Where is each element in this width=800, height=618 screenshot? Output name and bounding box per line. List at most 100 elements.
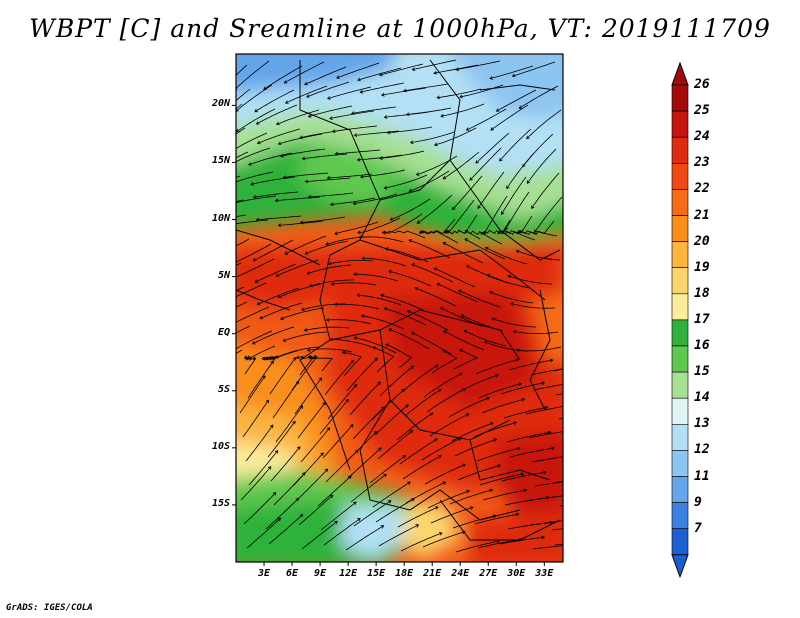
colorbar-swatch [671, 397, 689, 425]
streamline [481, 398, 525, 414]
streamline [307, 264, 352, 275]
streamline-arrowhead [414, 286, 419, 291]
streamline [396, 412, 433, 441]
streamline-arrowhead [374, 357, 378, 362]
streamline-arrowhead [429, 412, 434, 416]
streamline [297, 402, 326, 439]
streamline [487, 274, 531, 289]
streamline-arrowhead [265, 399, 269, 404]
streamline-arrowhead [464, 230, 469, 234]
streamline-arrowhead [274, 198, 279, 203]
streamline-arrowhead [389, 217, 394, 221]
streamline-arrowhead [534, 229, 538, 234]
streamline-arrowhead [433, 142, 438, 147]
streamline [285, 85, 328, 104]
streamline [382, 213, 423, 234]
streamline-arrowhead [210, 344, 213, 347]
streamline-arrowhead [304, 251, 309, 255]
streamline-arrowhead [254, 108, 258, 113]
lon-tick-label: 3E [257, 568, 271, 579]
streamline [483, 195, 508, 235]
streamline [268, 514, 303, 545]
streamline [421, 437, 462, 461]
lon-tick-label: 9E [314, 568, 327, 579]
lat-tick-label: 10S [211, 440, 230, 452]
streamline-arrowhead [282, 175, 287, 180]
streamline-arrowhead [307, 354, 312, 359]
streamline-arrowhead [502, 230, 506, 234]
streamline [309, 279, 354, 287]
streamline [516, 346, 562, 352]
streamline-arrowhead [517, 230, 522, 235]
streamline-arrowhead [380, 525, 385, 529]
streamline [345, 525, 384, 551]
streamline [455, 60, 501, 71]
colorbar-label: 11 [694, 468, 710, 484]
streamline-arrowhead [515, 358, 520, 363]
streamline [534, 196, 563, 233]
streamline-arrowhead [594, 363, 597, 366]
streamline [465, 230, 503, 245]
streamline-arrowhead [603, 426, 606, 429]
colorbar-swatch [671, 163, 689, 190]
lon-tick-label: 30E [507, 568, 526, 579]
streamline [513, 331, 559, 334]
streamline-arrowhead [246, 355, 251, 359]
streamline [499, 128, 532, 162]
streamline-arrowhead [407, 481, 411, 485]
streamline-arrowhead [518, 382, 523, 387]
colorbar [671, 61, 689, 579]
streamline-arrowhead [405, 404, 409, 408]
streamline-arrowhead [270, 360, 274, 365]
streamline-arrowhead [255, 217, 260, 222]
streamline-arrowhead [381, 406, 385, 410]
colorbar-swatch [671, 345, 689, 373]
colorbar-swatch [671, 136, 689, 164]
streamline [257, 128, 301, 144]
colorbar-top-arrow [671, 61, 689, 86]
streamline [476, 447, 520, 462]
colorbar-bottom-arrow [671, 554, 689, 579]
streamline-arrowhead [484, 246, 489, 251]
streamline [307, 348, 353, 353]
streamline [298, 495, 333, 526]
streamline [405, 481, 446, 504]
streamline [305, 240, 349, 255]
streamline [445, 199, 475, 234]
streamline [239, 375, 266, 414]
streamline [369, 455, 406, 484]
streamline-arrowhead [513, 421, 518, 425]
colorbar-label: 21 [694, 207, 710, 223]
streamline-arrowhead [217, 116, 220, 119]
streamline-arrowhead [597, 386, 600, 389]
streamline [334, 304, 380, 310]
streamline-arrowhead [490, 127, 494, 131]
streamline-arrowhead [489, 422, 494, 426]
streamline-arrowhead [206, 318, 209, 321]
streamline-arrowhead [341, 350, 346, 355]
streamline-arrowhead [541, 535, 546, 540]
streamline [256, 104, 298, 125]
streamline [530, 368, 563, 376]
streamline-arrowhead [469, 177, 473, 181]
streamline-arrowhead [261, 356, 265, 361]
streamline-arrowhead [469, 506, 474, 510]
streamline-arrowhead [516, 446, 521, 451]
streamline-arrowhead [597, 539, 600, 542]
streamline-arrowhead [408, 188, 413, 193]
colorbar-swatch [671, 423, 689, 451]
streamline [354, 337, 397, 354]
streamline [329, 110, 375, 119]
colorbar-swatch [671, 84, 689, 112]
streamline [453, 349, 479, 370]
streamline [236, 330, 273, 350]
streamline-arrowhead [224, 224, 227, 227]
streamlines [206, 59, 606, 553]
streamline [517, 230, 558, 237]
streamline-arrowhead [462, 463, 467, 468]
streamline [442, 151, 480, 180]
streamline-arrowhead [386, 130, 391, 135]
streamline-arrowhead [306, 271, 311, 275]
colorbar-label: 19 [694, 259, 710, 275]
